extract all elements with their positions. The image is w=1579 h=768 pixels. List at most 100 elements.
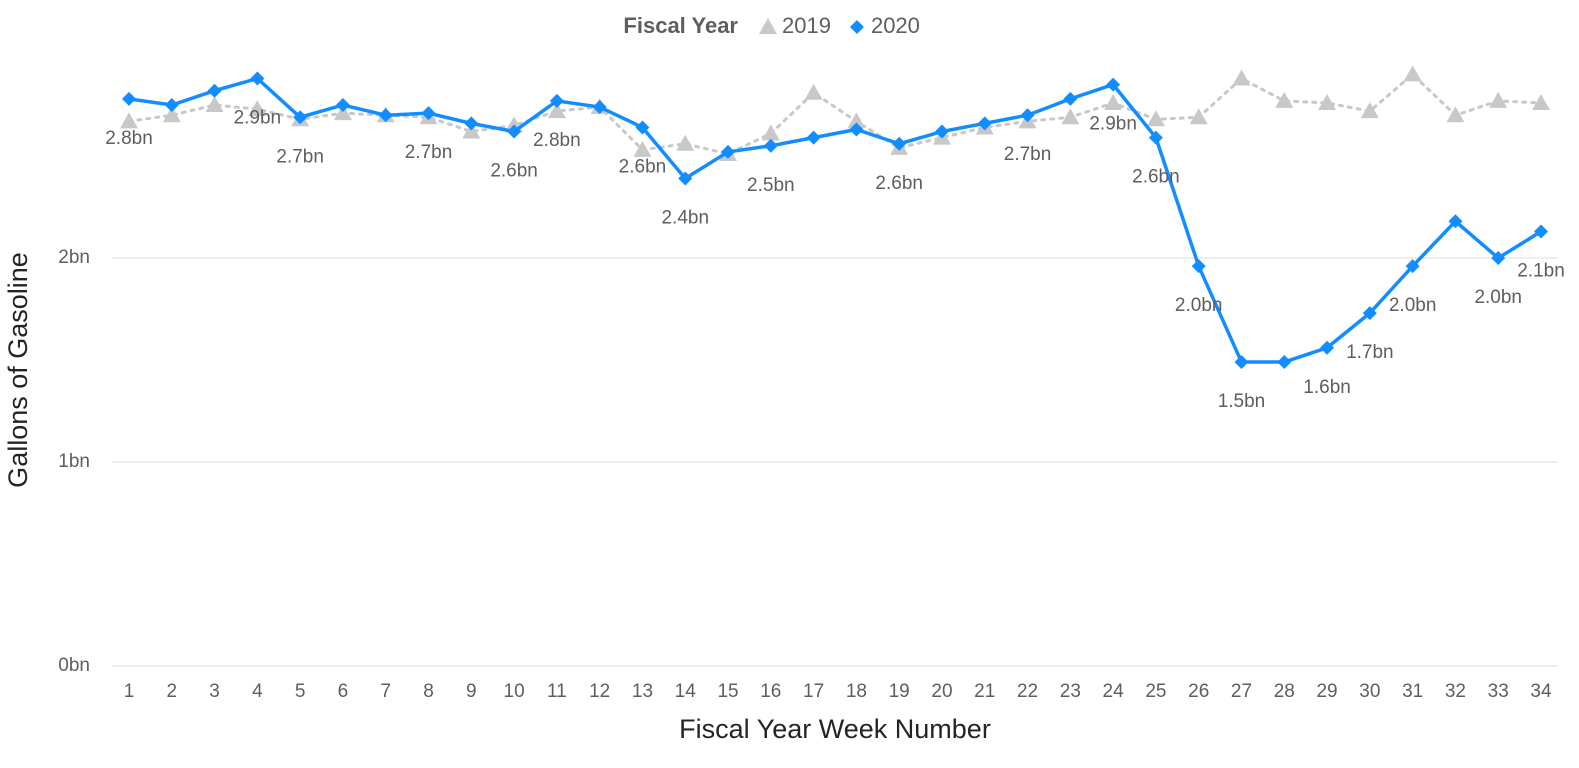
point (378, 108, 393, 123)
data-label: 2.0bn (1474, 287, 1522, 308)
data-label: 2.5bn (747, 175, 795, 196)
x-tick-label: 31 (1402, 681, 1423, 702)
series-line (127, 72, 1543, 156)
data-label: 1.6bn (1303, 377, 1351, 398)
point (547, 102, 566, 119)
x-tick-label: 16 (760, 681, 781, 702)
data-label: 2.4bn (661, 207, 709, 228)
data-label: 2.6bn (875, 173, 923, 194)
point (1489, 91, 1508, 108)
series-line (127, 76, 1543, 364)
x-tick-label: 11 (547, 681, 567, 702)
point (1318, 93, 1337, 110)
point (464, 116, 479, 131)
x-tick-label: 27 (1231, 681, 1252, 702)
legend-marker (849, 20, 864, 34)
point (162, 106, 181, 123)
x-tick-label: 18 (846, 681, 867, 702)
point (1106, 77, 1121, 92)
point (1061, 108, 1080, 125)
y-tick-label: 0bn (58, 655, 90, 676)
x-tick-label: 4 (252, 681, 263, 702)
point (678, 171, 693, 186)
point (335, 98, 350, 112)
x-tick-label: 9 (466, 681, 477, 702)
x-tick-label: 3 (209, 681, 220, 702)
data-label: 1.5bn (1218, 391, 1266, 412)
x-tick-label: 10 (504, 681, 525, 702)
point (1403, 65, 1422, 82)
point (849, 122, 864, 137)
x-tick-label: 30 (1359, 681, 1380, 702)
x-tick-label: 22 (1017, 681, 1038, 702)
x-tick-label: 6 (338, 681, 349, 702)
x-tick-label: 32 (1445, 681, 1466, 702)
x-tick-label: 14 (675, 681, 697, 702)
point (1146, 110, 1165, 127)
x-tick-label: 25 (1145, 681, 1166, 702)
point (507, 124, 522, 139)
x-tick-label: 15 (717, 681, 738, 702)
point (847, 112, 866, 129)
point (1189, 108, 1208, 125)
point (122, 91, 136, 106)
point (804, 83, 823, 100)
point (1020, 108, 1035, 123)
point (1532, 93, 1550, 110)
point (1232, 69, 1251, 86)
point (1446, 106, 1465, 123)
point (293, 110, 308, 125)
point (1491, 251, 1506, 265)
data-label: 2.6bn (1132, 167, 1180, 188)
x-tick-label: 1 (124, 681, 135, 702)
data-label: 2.0bn (1389, 295, 1437, 316)
point (1448, 214, 1463, 229)
point (977, 116, 992, 131)
legend-marker (759, 18, 777, 34)
data-label: 2.8bn (105, 128, 153, 149)
x-tick-label: 34 (1530, 681, 1552, 702)
point (1191, 259, 1206, 274)
point (676, 134, 695, 151)
point (333, 104, 352, 121)
data-label: 2.7bn (405, 142, 453, 163)
data-label: 2.7bn (1004, 144, 1052, 165)
y-tick-label: 1bn (58, 451, 90, 472)
x-tick-label: 24 (1103, 681, 1125, 702)
data-label: 2.6bn (619, 156, 667, 177)
point (421, 106, 436, 121)
x-axis-title: Fiscal Year Week Number (679, 714, 991, 744)
point (721, 144, 736, 159)
x-tick-label: 7 (380, 681, 391, 702)
point (1320, 340, 1335, 355)
data-label: 2.1bn (1517, 260, 1565, 281)
data-label: 2.6bn (490, 161, 538, 182)
point (633, 140, 652, 157)
legend-label: 2020 (871, 13, 920, 38)
point (934, 124, 949, 139)
data-label: 1.7bn (1346, 342, 1394, 363)
point (1362, 306, 1377, 321)
point (892, 136, 907, 151)
x-tick-label: 5 (295, 681, 306, 702)
point (205, 96, 224, 112)
point (207, 83, 222, 98)
point (1063, 91, 1078, 106)
x-tick-label: 17 (803, 681, 824, 702)
point (1360, 102, 1379, 119)
x-tick-label: 8 (423, 681, 434, 702)
point (635, 120, 650, 135)
data-label: 2.7bn (276, 146, 324, 167)
point (462, 122, 481, 139)
point (248, 100, 267, 117)
point (120, 112, 138, 129)
y-axis-title: Gallons of Gasoline (3, 252, 33, 488)
point (1277, 355, 1292, 370)
x-tick-label: 28 (1274, 681, 1295, 702)
x-tick-label: 13 (632, 681, 653, 702)
x-tick-label: 20 (931, 681, 952, 702)
point (1534, 224, 1548, 239)
x-tick-label: 2 (166, 681, 177, 702)
x-tick-label: 33 (1488, 681, 1509, 702)
